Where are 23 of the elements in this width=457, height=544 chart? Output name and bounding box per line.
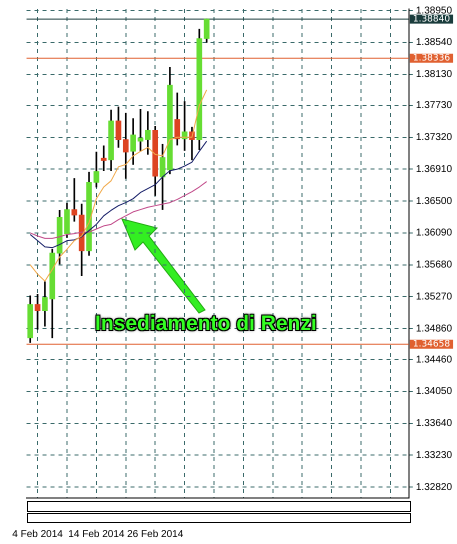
annotation: Insediamento di Renzi — [95, 312, 317, 336]
y-tick-label: 1.38130 — [416, 69, 452, 80]
y-tick-label: 1.34860 — [416, 323, 452, 334]
y-tick-label: 1.33230 — [416, 450, 452, 461]
x-tick-label: 26 Feb 2014 — [127, 528, 184, 540]
x-tick-label: 14 Feb 2014 — [68, 528, 125, 540]
y-tick-label: 1.34460 — [416, 354, 452, 366]
x-tick-label: 4 Feb 2014 — [12, 528, 64, 540]
y-tick-label: 1.36500 — [416, 196, 452, 207]
y-tick-label: 1.38540 — [416, 37, 452, 48]
y-tick-label: 1.32820 — [416, 482, 452, 493]
y-tick-label: 1.35680 — [416, 260, 452, 271]
ref-line-label: 1.34658 — [412, 340, 450, 350]
y-tick-label: 1.36090 — [416, 228, 452, 239]
y-tick-label: 1.35270 — [416, 291, 452, 302]
candlestick — [34, 294, 40, 330]
y-tick-label: 1.36910 — [416, 164, 452, 175]
y-tick-label: 1.37730 — [416, 100, 452, 112]
y-tick-label: 1.33640 — [416, 418, 452, 430]
ref-line-label: 1.38336 — [412, 54, 450, 64]
y-tick-label: 1.34050 — [416, 386, 452, 398]
ref-line-label: 1.38840 — [412, 14, 450, 24]
y-tick-label: 1.37320 — [416, 132, 452, 144]
